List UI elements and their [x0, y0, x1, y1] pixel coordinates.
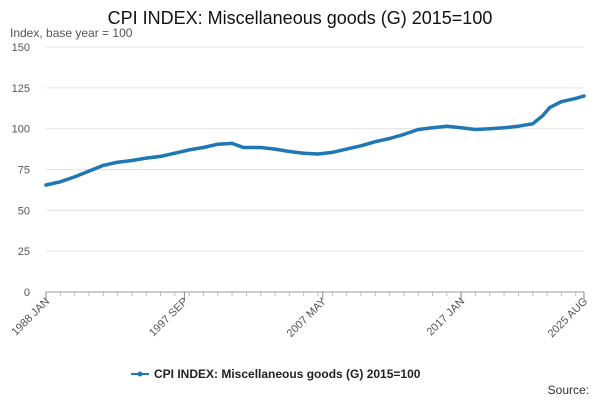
data-point: [359, 144, 363, 148]
y-tick-label: 100: [12, 124, 30, 136]
data-point: [130, 158, 134, 163]
y-tick-label: 50: [18, 205, 30, 217]
y-tick-label: 125: [12, 83, 30, 95]
data-point: [488, 127, 492, 131]
x-tick-label: 2025 AUG: [546, 296, 590, 340]
grid: [46, 46, 584, 293]
data-point: [430, 126, 435, 130]
x-tick-label: 1988 JAN: [9, 296, 52, 339]
data-point: [101, 163, 105, 167]
y-tick-label: 75: [18, 165, 30, 177]
legend-label: CPI INDEX: Miscellaneous goods (G) 2015=…: [154, 367, 421, 381]
data-point: [445, 124, 449, 128]
data-point: [316, 152, 320, 156]
series-layer: [44, 94, 586, 187]
data-point: [402, 132, 406, 136]
chart-title: CPI INDEX: Miscellaneous goods (G) 2015=…: [108, 8, 493, 28]
data-point: [173, 151, 177, 155]
data-point: [502, 126, 506, 130]
y-tick-label: 25: [18, 246, 30, 258]
data-point: [516, 124, 521, 128]
source-label: Source:: [548, 383, 589, 397]
data-point: [273, 147, 277, 151]
data-point: [416, 127, 420, 132]
data-point: [582, 94, 586, 98]
x-tick-label: 1997 SEP: [147, 296, 191, 340]
data-point: [287, 149, 291, 154]
x-tick-label: 2007 MAY: [285, 295, 330, 340]
data-point: [373, 140, 377, 144]
data-point: [144, 156, 148, 160]
legend[interactable]: CPI INDEX: Miscellaneous goods (G) 2015=…: [131, 367, 421, 381]
data-point: [230, 141, 234, 145]
data-point: [459, 126, 463, 130]
series-line: [44, 94, 586, 187]
data-point: [559, 100, 563, 104]
data-point: [216, 142, 220, 146]
data-point: [302, 151, 306, 155]
data-point: [345, 147, 349, 151]
data-point: [201, 145, 206, 150]
data-point: [388, 136, 392, 141]
y-axis: 0 25 50 75 100 125 150: [12, 42, 30, 299]
data-point: [187, 148, 191, 152]
x-tick-label: 2017 JAN: [425, 296, 468, 339]
data-point: [541, 114, 545, 118]
data-point: [259, 145, 263, 150]
data-point: [87, 169, 91, 173]
data-point: [548, 105, 552, 109]
y-tick-label: 150: [12, 42, 30, 54]
data-point: [574, 96, 578, 100]
data-point: [330, 150, 334, 154]
data-point: [116, 160, 120, 164]
data-point: [241, 145, 246, 150]
data-point: [158, 154, 163, 158]
y-tick-label: 0: [24, 287, 30, 299]
data-point: [44, 183, 48, 187]
data-point: [73, 175, 77, 179]
chart-subtitle: Index, base year = 100: [10, 26, 133, 40]
data-point: [473, 127, 477, 132]
x-axis: 1988 JAN 1997 SEP 2007 MAY 2017 JAN 2025 AUG: [9, 291, 590, 340]
data-point: [531, 122, 535, 126]
legend-marker: [137, 371, 143, 377]
data-point: [58, 180, 62, 184]
